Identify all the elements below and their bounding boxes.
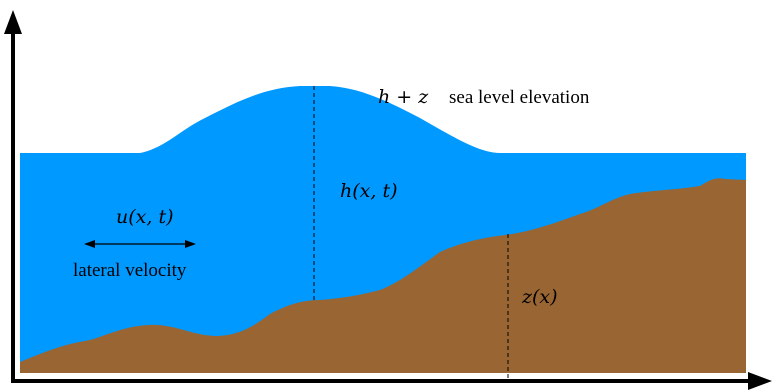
velocity-arrow-right-head bbox=[185, 240, 196, 248]
velocity-label: lateral velocity bbox=[73, 260, 187, 281]
sea-level-symbol: h + z bbox=[378, 86, 429, 108]
seabed-region bbox=[20, 178, 746, 373]
velocity-arrow-left-head bbox=[84, 240, 95, 248]
velocity-symbol: u(x, t) bbox=[116, 206, 174, 228]
bottom-label: z(x) bbox=[521, 286, 558, 308]
sea-level-label: sea level elevation bbox=[449, 87, 590, 108]
depth-label: h(x, t) bbox=[340, 180, 398, 202]
horizontal-axis-arrowhead bbox=[748, 372, 772, 390]
vertical-axis-arrowhead bbox=[4, 10, 22, 34]
